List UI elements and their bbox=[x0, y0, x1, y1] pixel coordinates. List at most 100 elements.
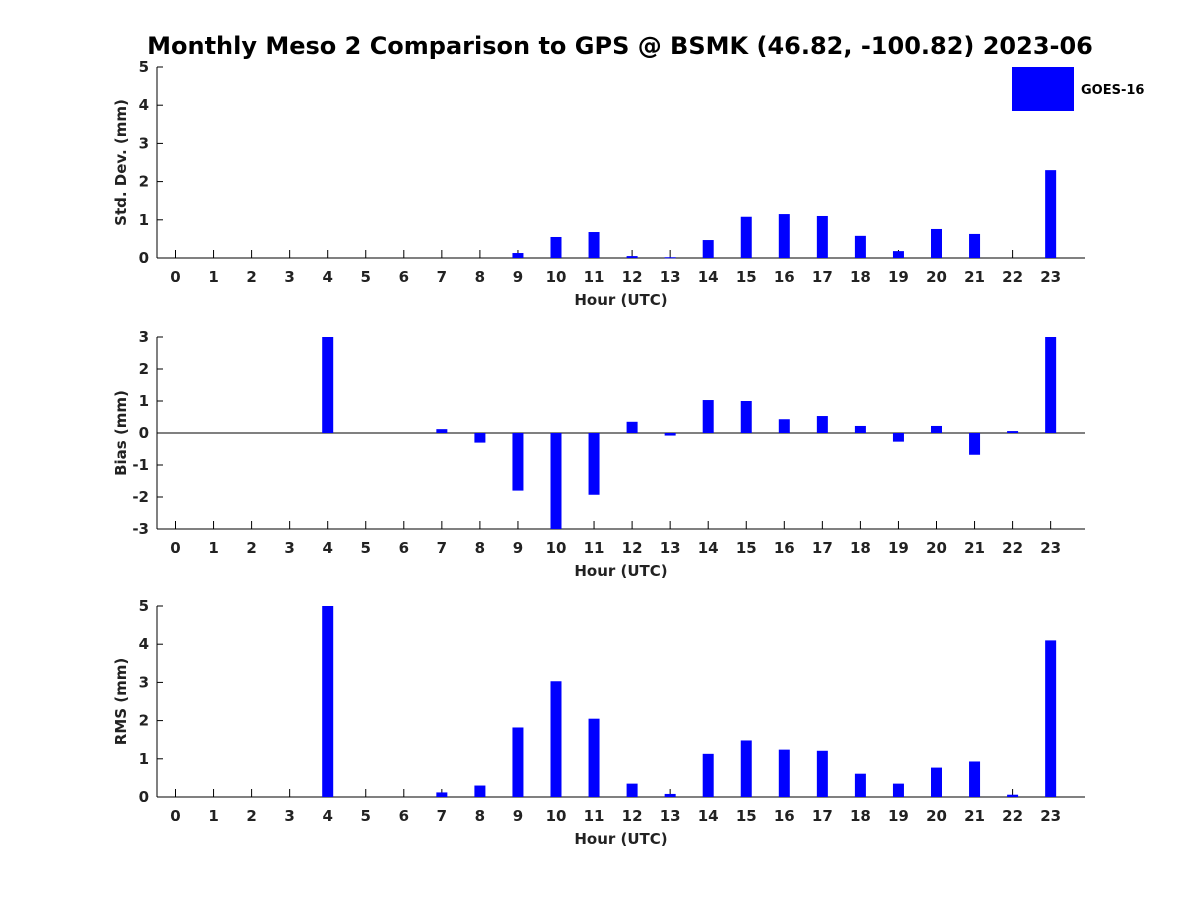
bar-hour-20 bbox=[931, 425, 942, 433]
x-tick-label: 12 bbox=[622, 268, 643, 286]
bar-hour-9 bbox=[512, 253, 524, 258]
x-tick-label: 9 bbox=[513, 539, 523, 557]
y-tick-label: 1 bbox=[139, 211, 149, 229]
chart-title: Monthly Meso 2 Comparison to GPS @ BSMK … bbox=[147, 32, 1093, 60]
y-axis-label: Std. Dev. (mm) bbox=[112, 99, 130, 226]
bar-hour-7 bbox=[436, 429, 448, 433]
x-tick-label: 17 bbox=[812, 807, 833, 825]
bar-hour-23 bbox=[1045, 337, 1057, 433]
x-tick-label: 21 bbox=[964, 807, 985, 825]
x-axis-label: Hour (UTC) bbox=[574, 830, 667, 848]
x-tick-label: 0 bbox=[170, 539, 180, 557]
x-tick-label: 11 bbox=[584, 807, 605, 825]
bar-hour-10 bbox=[550, 681, 562, 797]
bar-hour-12 bbox=[626, 421, 638, 433]
y-tick-label: 2 bbox=[139, 360, 149, 378]
legend-swatch-goes-16 bbox=[1012, 67, 1074, 111]
bar-hour-21 bbox=[969, 433, 981, 455]
bar-hour-23 bbox=[1045, 170, 1057, 258]
x-tick-label: 23 bbox=[1040, 539, 1061, 557]
x-tick-label: 7 bbox=[437, 539, 447, 557]
x-tick-label: 12 bbox=[622, 807, 643, 825]
bar-hour-17 bbox=[816, 416, 828, 433]
x-tick-label: 10 bbox=[546, 268, 567, 286]
x-tick-label: 0 bbox=[170, 268, 180, 286]
x-tick-label: 18 bbox=[850, 539, 871, 557]
bar-hour-13 bbox=[664, 433, 676, 436]
x-tick-label: 16 bbox=[774, 268, 795, 286]
x-tick-label: 13 bbox=[660, 539, 681, 557]
x-tick-label: 1 bbox=[208, 539, 218, 557]
bar-hour-11 bbox=[588, 718, 600, 797]
x-tick-label: 3 bbox=[284, 268, 294, 286]
y-axis-label: Bias (mm) bbox=[112, 390, 130, 476]
y-tick-label: 5 bbox=[139, 597, 149, 615]
x-tick-label: 7 bbox=[437, 807, 447, 825]
x-tick-label: 15 bbox=[736, 539, 757, 557]
y-tick-label: 3 bbox=[139, 134, 149, 152]
x-tick-label: 8 bbox=[475, 268, 485, 286]
bar-hour-18 bbox=[854, 235, 866, 258]
legend: GOES-16 bbox=[1012, 67, 1144, 111]
bar-hour-17 bbox=[816, 750, 828, 797]
x-tick-label: 19 bbox=[888, 539, 909, 557]
bar-hour-21 bbox=[969, 761, 981, 797]
y-tick-label: 1 bbox=[139, 750, 149, 768]
y-tick-label: 2 bbox=[139, 173, 149, 191]
bar-hour-19 bbox=[892, 783, 904, 797]
y-tick-label: -2 bbox=[132, 488, 149, 506]
x-tick-label: 3 bbox=[284, 539, 294, 557]
legend-label-goes-16: GOES-16 bbox=[1081, 83, 1144, 98]
x-tick-label: 0 bbox=[170, 807, 180, 825]
x-tick-label: 10 bbox=[546, 539, 567, 557]
y-tick-label: 3 bbox=[139, 328, 149, 346]
y-tick-label: -1 bbox=[132, 456, 149, 474]
x-tick-label: 2 bbox=[246, 268, 256, 286]
x-tick-label: 22 bbox=[1002, 268, 1023, 286]
x-tick-label: 1 bbox=[208, 268, 218, 286]
y-axis-label: RMS (mm) bbox=[112, 658, 130, 745]
bar-hour-18 bbox=[854, 425, 866, 433]
bar-hour-12 bbox=[626, 256, 638, 258]
bar-hour-21 bbox=[969, 233, 981, 258]
x-tick-label: 8 bbox=[475, 539, 485, 557]
x-tick-label: 16 bbox=[774, 539, 795, 557]
bar-hour-15 bbox=[740, 740, 752, 797]
x-tick-label: 20 bbox=[926, 268, 947, 286]
bar-hour-23 bbox=[1045, 640, 1057, 797]
x-tick-label: 14 bbox=[698, 807, 719, 825]
bar-hour-14 bbox=[702, 400, 714, 433]
x-tick-label: 4 bbox=[322, 539, 332, 557]
x-tick-label: 5 bbox=[361, 539, 371, 557]
x-tick-label: 23 bbox=[1040, 807, 1061, 825]
x-tick-label: 21 bbox=[964, 539, 985, 557]
x-tick-label: 17 bbox=[812, 268, 833, 286]
x-tick-label: 5 bbox=[361, 268, 371, 286]
x-tick-label: 3 bbox=[284, 807, 294, 825]
x-tick-label: 2 bbox=[246, 539, 256, 557]
x-tick-label: 12 bbox=[622, 539, 643, 557]
bar-hour-10 bbox=[550, 236, 562, 258]
bar-hour-13 bbox=[664, 793, 676, 797]
bar-hour-20 bbox=[931, 228, 942, 258]
x-tick-label: 6 bbox=[399, 539, 409, 557]
x-tick-label: 4 bbox=[322, 268, 332, 286]
bar-hour-18 bbox=[854, 773, 866, 797]
y-tick-label: 0 bbox=[139, 249, 149, 267]
x-tick-label: 23 bbox=[1040, 268, 1061, 286]
bar-hour-9 bbox=[512, 433, 524, 491]
bar-hour-22 bbox=[1007, 794, 1019, 797]
x-tick-label: 6 bbox=[399, 807, 409, 825]
x-tick-label: 22 bbox=[1002, 807, 1023, 825]
x-tick-label: 13 bbox=[660, 807, 681, 825]
bar-hour-19 bbox=[892, 251, 904, 258]
bar-hour-11 bbox=[588, 433, 600, 495]
y-tick-label: 1 bbox=[139, 392, 149, 410]
y-tick-label: 2 bbox=[139, 712, 149, 730]
x-tick-label: 5 bbox=[361, 807, 371, 825]
x-tick-label: 9 bbox=[513, 268, 523, 286]
x-tick-label: 9 bbox=[513, 807, 523, 825]
